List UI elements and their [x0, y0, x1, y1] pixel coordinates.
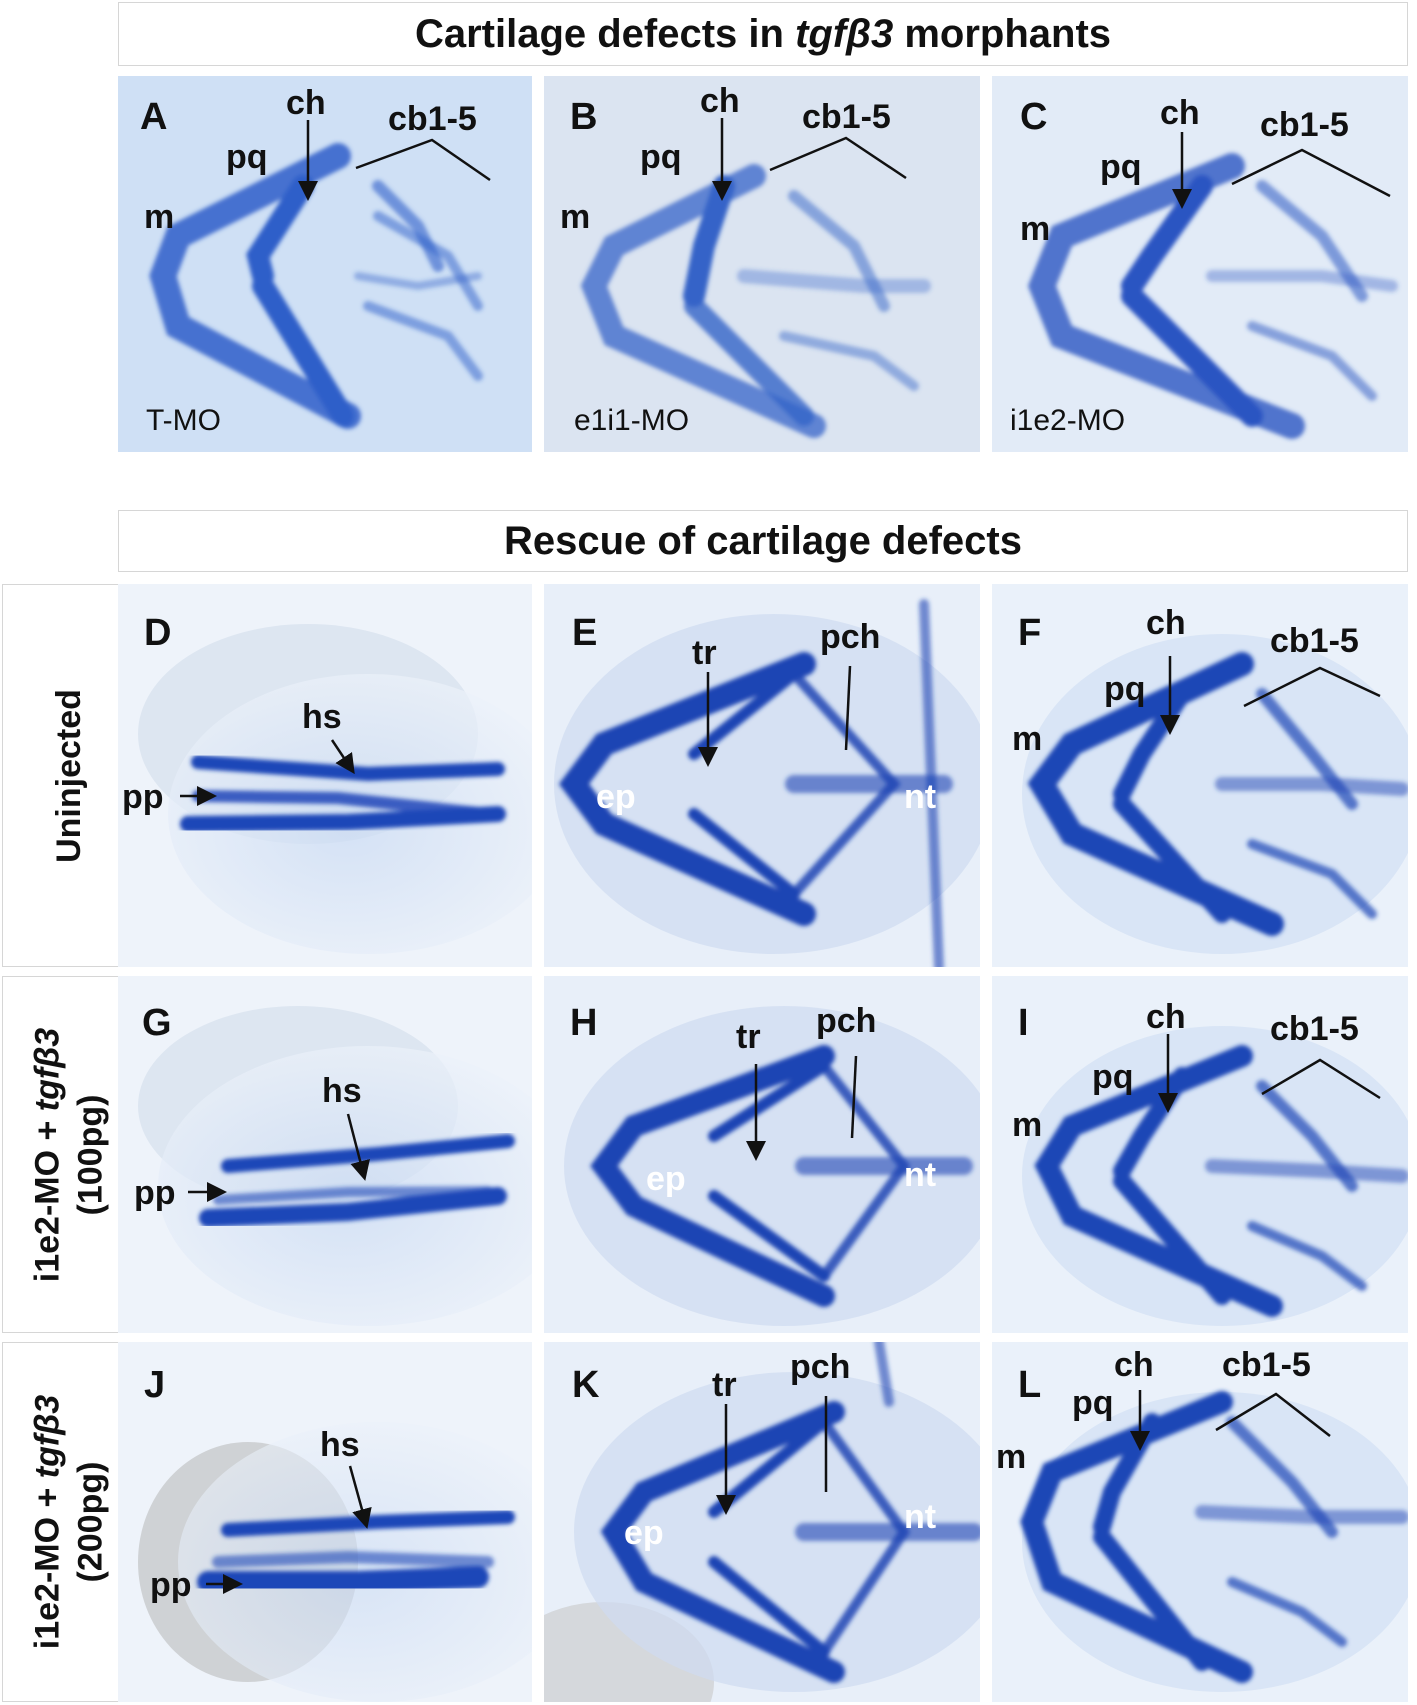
header-morphants-gene: tgfβ3 [795, 11, 894, 56]
label-m-C: m [1020, 210, 1051, 248]
label-hs-D: hs [302, 698, 342, 736]
label-cb-C: cb1-5 [1260, 106, 1349, 144]
label-cb-B: cb1-5 [802, 98, 891, 136]
label-pq-C: pq [1100, 148, 1142, 186]
panel-B [544, 76, 980, 452]
panel-letter-H: H [570, 1002, 598, 1044]
label-pq-L: pq [1072, 1384, 1114, 1422]
label-cond-A: T-MO [146, 404, 221, 437]
label-cb-F: cb1-5 [1270, 622, 1359, 660]
row-label-100pg-text: i1e2-MO + tgfβ3 (100pg) [28, 1027, 110, 1282]
panel-letter-I: I [1018, 1002, 1029, 1044]
label-hs-J: hs [320, 1426, 360, 1464]
panel-L [992, 1342, 1408, 1702]
specimen-K-image [544, 1342, 980, 1702]
label-nt-K: nt [904, 1498, 937, 1536]
header-morphants-post: morphants [893, 11, 1112, 56]
label-ch-L: ch [1114, 1346, 1154, 1384]
label-pq-A: pq [226, 138, 268, 176]
specimen-L-image [992, 1342, 1408, 1702]
label-ch-F: ch [1146, 604, 1186, 642]
label-ch-B: ch [700, 82, 740, 120]
label-pp-D: pp [122, 778, 164, 816]
label-cond-C: i1e2-MO [1010, 404, 1126, 437]
label-ep-H: ep [646, 1160, 686, 1198]
row-label-200pg-text: i1e2-MO + tgfβ3 (200pg) [28, 1394, 110, 1650]
specimen-D-image [118, 584, 532, 967]
label-m-I: m [1012, 1106, 1043, 1144]
label-ep-K: ep [624, 1514, 664, 1552]
label-pq-F: pq [1104, 670, 1146, 708]
panel-G [118, 976, 532, 1333]
label-m-B: m [560, 198, 591, 236]
specimen-F-image [992, 584, 1408, 967]
specimen-J-image [118, 1342, 532, 1702]
panel-I [992, 976, 1408, 1333]
label-ch-A: ch [286, 84, 326, 122]
row-label-200pg: i1e2-MO + tgfβ3 (200pg) [2, 1342, 136, 1702]
specimen-H-image [544, 976, 980, 1333]
header-rescue-text: Rescue of cartilage defects [504, 518, 1022, 563]
panel-letter-A: A [140, 96, 168, 138]
panel-J [118, 1342, 532, 1702]
label-m-F: m [1012, 720, 1043, 758]
panel-letter-K: K [572, 1364, 600, 1406]
panel-F [992, 584, 1408, 967]
row-label-100pg: i1e2-MO + tgfβ3 (100pg) [2, 976, 136, 1333]
label-pch-H: pch [816, 1002, 877, 1040]
label-hs-G: hs [322, 1072, 362, 1110]
panel-letter-J: J [144, 1364, 166, 1406]
specimen-E-image [544, 584, 980, 967]
header-rescue: Rescue of cartilage defects [118, 510, 1408, 572]
label-pp-J: pp [150, 1566, 192, 1604]
label-pq-I: pq [1092, 1058, 1134, 1096]
specimen-B-image [544, 76, 980, 452]
label-pch-K: pch [790, 1348, 851, 1386]
label-pch-E: pch [820, 618, 881, 656]
header-morphants: Cartilage defects in tgfβ3 morphants [118, 2, 1408, 66]
panel-C [992, 76, 1408, 452]
panel-letter-F: F [1018, 612, 1042, 654]
row-label-uninjected-text: Uninjected [49, 688, 88, 863]
label-cb-I: cb1-5 [1270, 1010, 1359, 1048]
label-tr-H: tr [736, 1018, 761, 1056]
panel-E [544, 584, 980, 967]
label-ch-I: ch [1146, 998, 1186, 1036]
specimen-G-image [118, 976, 532, 1333]
label-m-L: m [996, 1438, 1027, 1476]
label-cond-B: e1i1-MO [574, 404, 690, 437]
panel-letter-E: E [572, 612, 598, 654]
header-morphants-pre: Cartilage defects in [414, 11, 796, 56]
panel-letter-B: B [570, 96, 598, 138]
label-m-A: m [144, 198, 175, 236]
panel-letter-L: L [1018, 1364, 1042, 1406]
label-cb-A: cb1-5 [388, 100, 477, 138]
row-label-uninjected: Uninjected [2, 584, 136, 967]
label-tr-K: tr [712, 1366, 737, 1404]
panel-K [544, 1342, 980, 1702]
label-tr-E: tr [692, 634, 717, 672]
panel-letter-G: G [142, 1002, 172, 1044]
panel-letter-C: C [1020, 96, 1048, 138]
panel-H [544, 976, 980, 1333]
label-ch-C: ch [1160, 94, 1200, 132]
panel-letter-D: D [144, 612, 172, 654]
label-nt-E: nt [904, 778, 937, 816]
label-ep-E: ep [596, 778, 636, 816]
panel-D [118, 584, 532, 967]
label-pp-G: pp [134, 1174, 176, 1212]
specimen-C-image [992, 76, 1408, 452]
label-pq-B: pq [640, 138, 682, 176]
specimen-I-image [992, 976, 1408, 1333]
label-nt-H: nt [904, 1156, 937, 1194]
label-cb-L: cb1-5 [1222, 1346, 1311, 1384]
